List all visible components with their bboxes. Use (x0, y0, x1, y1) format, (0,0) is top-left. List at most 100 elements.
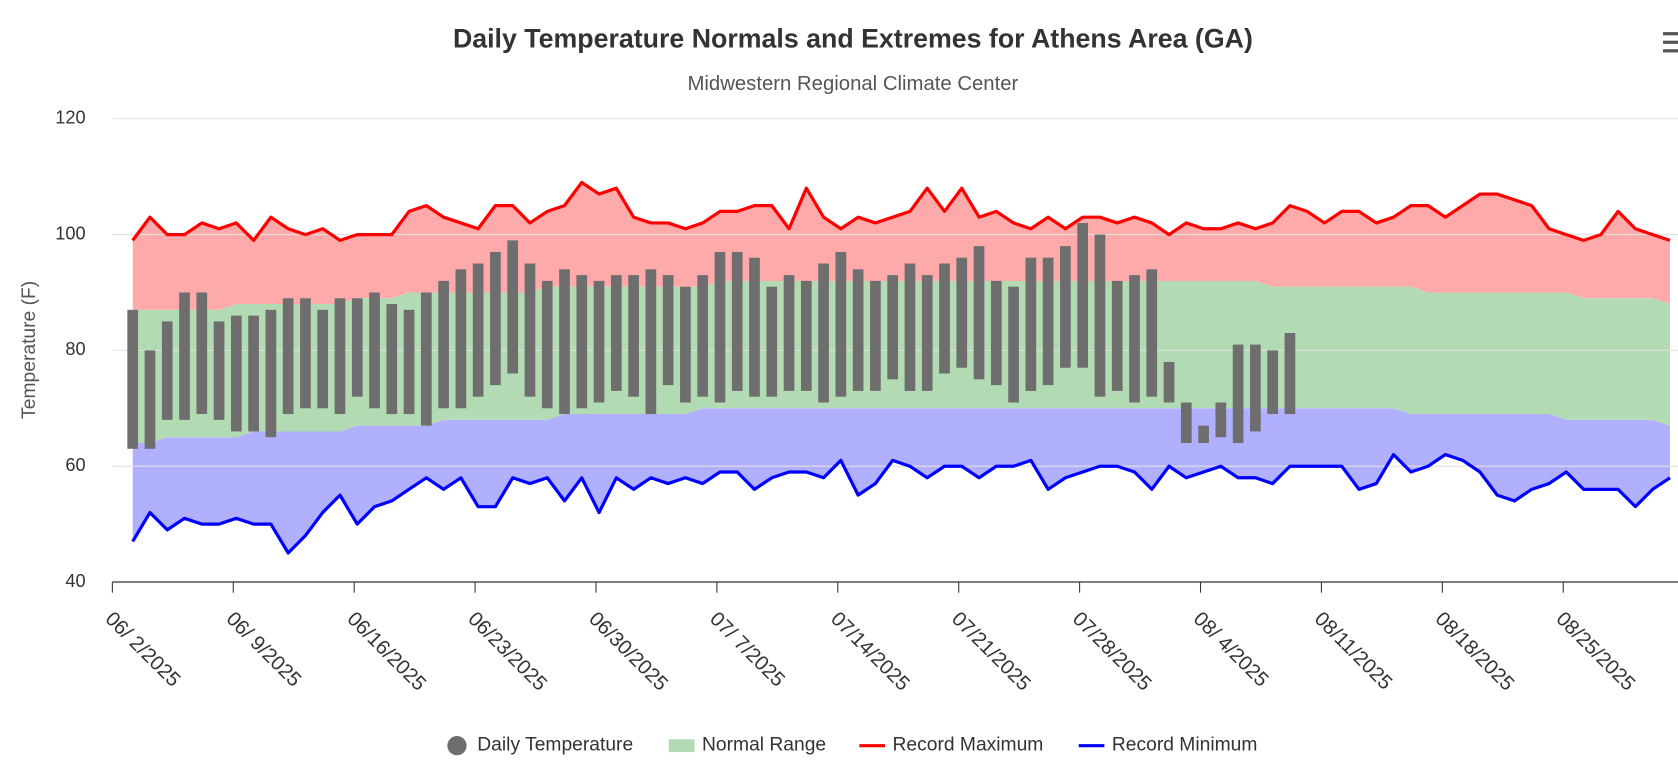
bar (662, 275, 674, 386)
bar (973, 246, 985, 380)
bar (213, 321, 225, 420)
bar (835, 251, 847, 397)
bar (490, 251, 501, 386)
bar (386, 304, 398, 415)
y-tick-label: 80 (65, 339, 85, 359)
legend-item: Record Minimum (1078, 735, 1258, 756)
bar (766, 286, 778, 397)
menu-bar (1663, 40, 1678, 44)
x-tick-label: 07/21/2025 (947, 608, 1034, 695)
legend-label: Daily Temperature (477, 735, 633, 756)
bar (680, 286, 691, 403)
legend-item: Record Maximum (859, 735, 1043, 756)
y-tick-label: 120 (55, 108, 85, 128)
bar (334, 298, 346, 415)
bar (1094, 234, 1106, 397)
legend-item: Daily Temperature (447, 735, 633, 756)
bar (1198, 425, 1209, 444)
bar (248, 315, 259, 432)
bar (800, 280, 812, 391)
bar (524, 263, 536, 397)
bar (455, 269, 467, 409)
bar (628, 275, 639, 397)
bar (472, 263, 484, 397)
bar (144, 350, 156, 449)
bar (990, 280, 1002, 386)
bar (818, 263, 829, 403)
bar (956, 257, 968, 368)
y-tick-label: 60 (65, 455, 85, 475)
menu-bar (1663, 32, 1678, 36)
bar (541, 280, 553, 409)
bar (369, 292, 380, 409)
x-tick-label: 06/16/2025 (343, 608, 430, 695)
record-min-area (132, 408, 1670, 553)
bar (300, 298, 311, 409)
x-tick-label: 07/28/2025 (1068, 608, 1155, 695)
bar (1077, 222, 1089, 368)
legend-label: Normal Range (702, 735, 826, 756)
legend-label: Record Maximum (893, 735, 1044, 756)
y-tick-label: 100 (55, 223, 85, 243)
bar (507, 240, 519, 374)
bar (731, 251, 743, 391)
bar (1180, 402, 1192, 444)
bar (887, 275, 899, 380)
bar (576, 275, 588, 409)
bar (749, 257, 760, 397)
lines (127, 180, 1671, 555)
legend-label: Record Minimum (1112, 735, 1258, 756)
bar (904, 263, 916, 391)
bar (921, 275, 933, 391)
bar (196, 292, 208, 415)
bar (1163, 361, 1175, 403)
y-axis-label: Temperature (F) (19, 281, 40, 419)
bar (127, 309, 139, 449)
x-tick-label: 07/ 7/2025 (705, 608, 788, 691)
legend-symbol (668, 739, 695, 753)
x-tick-label: 08/25/2025 (1552, 608, 1639, 695)
chart-subtitle: Midwestern Regional Climate Center (687, 73, 1018, 95)
legend-item: Normal Range (668, 735, 826, 756)
bar (1060, 246, 1071, 368)
bar (438, 280, 449, 409)
x-tick-label: 06/ 9/2025 (222, 608, 305, 691)
bar (1146, 269, 1158, 397)
menu-icon[interactable] (1663, 32, 1678, 53)
bar (593, 280, 605, 403)
x-tick-label: 06/30/2025 (584, 608, 671, 695)
bar (403, 309, 415, 415)
x-tick-label: 07/14/2025 (826, 608, 913, 695)
bar (1025, 257, 1037, 391)
bar (1250, 344, 1261, 432)
areas (132, 182, 1670, 553)
bar (1129, 275, 1140, 403)
bar (1111, 280, 1123, 391)
bar (1267, 350, 1279, 415)
chart-title: Daily Temperature Normals and Extremes f… (453, 24, 1253, 54)
menu-bar (1663, 49, 1678, 53)
legend-symbol (447, 736, 467, 756)
bar (265, 309, 277, 438)
bar (783, 275, 795, 391)
bar (179, 292, 190, 420)
x-tick-label: 08/18/2025 (1431, 608, 1518, 695)
line (131, 180, 1671, 242)
bar (610, 275, 622, 391)
x-tick-label: 06/ 2/2025 (101, 608, 184, 691)
bar (1042, 257, 1054, 386)
y-tick-label: 40 (65, 571, 85, 591)
bar (697, 275, 709, 397)
x-tick-label: 08/11/2025 (1310, 608, 1396, 694)
bar (852, 269, 864, 391)
x-tick-label: 08/ 4/2025 (1189, 608, 1272, 691)
bar (714, 251, 726, 403)
bar (645, 269, 657, 415)
bar (351, 298, 363, 397)
bar (1008, 286, 1019, 403)
x-tick-label: 06/23/2025 (463, 608, 550, 695)
bar (939, 263, 950, 374)
bar (1215, 402, 1227, 438)
